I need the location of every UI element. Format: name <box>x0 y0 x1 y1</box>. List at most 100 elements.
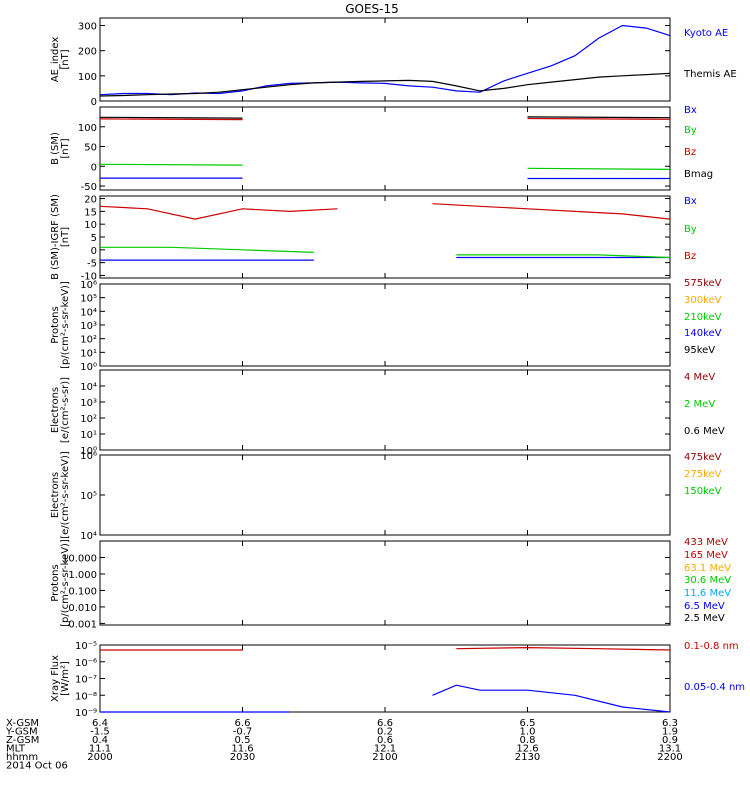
ephemeris-value: 12.1 <box>374 744 396 755</box>
ephemeris-value: -1.5 <box>90 727 110 738</box>
ephemeris-value: 6.5 <box>520 718 536 729</box>
y-axis-label: Electrons <box>50 387 61 433</box>
legend-entry: By <box>684 125 697 136</box>
legend-entry: 30.6 MeV <box>684 575 731 586</box>
ephemeris-value: 6.6 <box>235 718 251 729</box>
legend-entry: 0.6 MeV <box>684 426 725 437</box>
legend-entry: 165 MeV <box>684 550 728 561</box>
y-tick-label: 10⁰ <box>80 362 97 373</box>
y-tick-label: 10⁴ <box>80 382 97 393</box>
date-label: 2014 Oct 06 <box>6 761 68 772</box>
ephemeris-value: 2100 <box>372 752 397 763</box>
series-line <box>99 24 671 96</box>
y-axis-label: [e/(cm²-s-sr)] <box>60 377 71 443</box>
ephemeris-value: 11.6 <box>231 744 253 755</box>
y-tick-label: 10³ <box>80 321 97 332</box>
ephemeris-value: 13.1 <box>659 744 681 755</box>
ephemeris-value: 0.9 <box>662 735 678 746</box>
ephemeris-value: 6.4 <box>92 718 108 729</box>
legend-entry: Themis AE <box>683 69 737 80</box>
y-tick-label: 10⁶ <box>80 280 97 291</box>
y-tick-label: 10⁻⁹ <box>75 708 97 719</box>
series-line <box>456 646 671 651</box>
panel-frame <box>99 540 671 626</box>
legend-entry: 475keV <box>684 452 722 463</box>
y-tick-label: 50 <box>84 143 97 154</box>
legend-entry: 0.05-0.4 nm <box>684 682 745 693</box>
y-tick-label: 10 <box>84 220 97 231</box>
y-axis-label: [p/(cm²-s-sr-keV)] <box>60 539 71 627</box>
series-line <box>527 116 671 119</box>
y-axis-label: [nT] <box>60 227 71 247</box>
panel-1: -50 0 50 100 B (SM) [nT] Bx By Bz Bmag <box>50 105 713 193</box>
y-tick-label: 10³ <box>80 398 97 409</box>
legend-entry: Bz <box>684 251 696 262</box>
y-tick-label: -50 <box>81 182 97 193</box>
legend-entry: 11.6 MeV <box>684 588 731 599</box>
ephemeris-value: 0.6 <box>377 735 393 746</box>
series-line <box>99 118 243 121</box>
y-axis-label: Electrons <box>50 472 61 518</box>
y-tick-label: 0.010 <box>68 603 97 614</box>
panel-7: 10⁻⁹ 10⁻⁸ 10⁻⁷ 10⁻⁶ 10⁻⁵ Xray Flux [W/m²] 0.1-0… <box>50 641 745 719</box>
y-tick-label: 10⁴ <box>80 531 97 542</box>
series-line <box>99 163 243 166</box>
y-tick-label: 0.100 <box>68 586 97 597</box>
y-axis-label: [p/(cm²-s-sr-keV)] <box>60 281 71 369</box>
legend-entry: 140keV <box>684 328 722 339</box>
y-tick-label: 10⁻⁸ <box>75 691 97 702</box>
series-line <box>527 167 671 170</box>
legend-entry: 150keV <box>684 486 722 497</box>
panel-frame <box>99 369 671 451</box>
x-axis-ephemeris: X-GSM 6.4 6.6 6.6 6.5 6.3 Y-GSM -1.5 -0.7 0.2 1.0 1… <box>5 718 683 772</box>
panel-5: 10⁴ 10⁵ 10⁶ Electrons [e/(cm²-s-sr-keV)] 475k… <box>50 451 722 542</box>
ephemeris-row-label: X-GSM <box>6 718 39 729</box>
y-tick-label: 10¹ <box>80 430 97 441</box>
y-tick-label: 10⁶ <box>80 451 97 462</box>
ephemeris-value: 1.0 <box>520 727 536 738</box>
panel-4: 10⁰ 10¹ 10² 10³ 10⁴ Electrons [e/(cm²-s-sr)] 4 … <box>50 369 725 457</box>
y-tick-label: 5 <box>91 233 97 244</box>
y-axis-label: Xray Flux <box>50 655 61 702</box>
panel-3: 10⁰ 10¹ 10² 10³ 10⁴ 10⁵ 10⁶ Protons [p/(cm²-s-sr… <box>50 278 722 373</box>
series-line <box>432 203 671 220</box>
legend-entry: Bz <box>684 147 696 158</box>
panel-frame <box>99 195 671 279</box>
y-tick-label: 10⁻⁵ <box>75 641 97 652</box>
ephemeris-value: 0.4 <box>92 735 108 746</box>
y-tick-label: 10² <box>80 335 97 346</box>
series-line <box>99 116 243 119</box>
ephemeris-value: 0.8 <box>520 735 536 746</box>
legend-entry: 4 MeV <box>684 372 715 383</box>
ephemeris-value: 2200 <box>657 752 682 763</box>
legend-entry: 433 MeV <box>684 537 728 548</box>
y-tick-label: 0 <box>91 162 97 173</box>
y-tick-label: 10⁵ <box>80 294 97 305</box>
series-line <box>99 205 338 220</box>
ephemeris-value: 0.2 <box>377 727 393 738</box>
y-tick-label: 10⁵ <box>80 491 97 502</box>
y-tick-label: 0.001 <box>68 619 97 630</box>
y-tick-label: 10⁻⁶ <box>75 658 97 669</box>
legend-entry: 0.1-0.8 nm <box>684 641 739 652</box>
legend-entry: Kyoto AE <box>684 28 728 39</box>
ephemeris-row-label: Z-GSM <box>6 735 39 746</box>
y-tick-label: 10.000 <box>62 553 97 564</box>
y-tick-label: 10⁴ <box>80 307 97 318</box>
y-axis-label: [nT] <box>60 49 71 69</box>
legend-entry: 275keV <box>684 469 722 480</box>
series-line <box>527 117 671 120</box>
ephemeris-value: 1.9 <box>662 727 678 738</box>
panel-frame <box>99 644 671 713</box>
y-tick-label: 0 <box>91 246 97 257</box>
ephemeris-value: 2030 <box>230 752 255 763</box>
y-tick-label: 15 <box>84 207 97 218</box>
y-tick-label: -5 <box>87 259 97 270</box>
y-tick-label: 1.000 <box>68 570 97 581</box>
legend-entry: 210keV <box>684 312 722 323</box>
y-tick-label: 10⁰ <box>80 446 97 457</box>
